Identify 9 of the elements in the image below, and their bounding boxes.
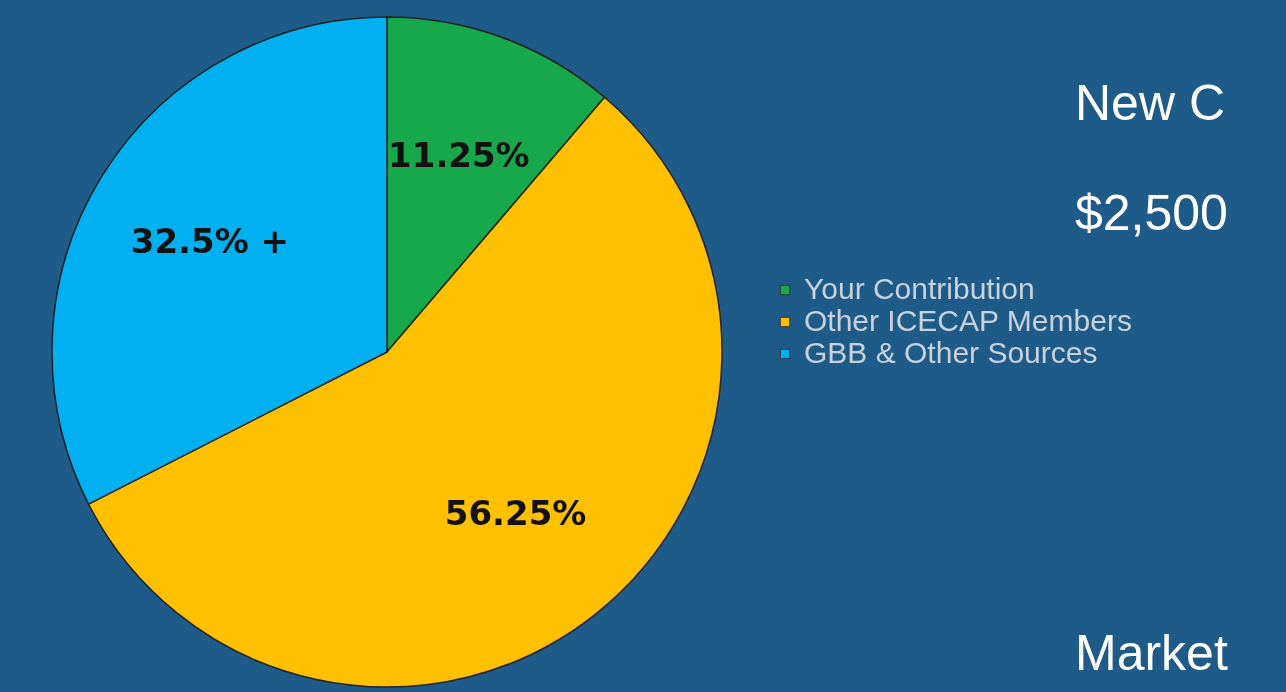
text: $2,500 <box>1075 185 1228 241</box>
text: New C <box>1075 75 1226 131</box>
data-label: 11.25% <box>388 135 530 176</box>
data-label: 32.5% + <box>130 221 290 262</box>
data-label: 56.25% <box>444 493 587 534</box>
legend-label: GBB & Other Sources <box>804 336 1098 369</box>
text: Market <box>1075 625 1228 681</box>
legend-label: Other ICECAP Members <box>804 304 1132 337</box>
legend-label: Your Contribution <box>804 272 1035 305</box>
